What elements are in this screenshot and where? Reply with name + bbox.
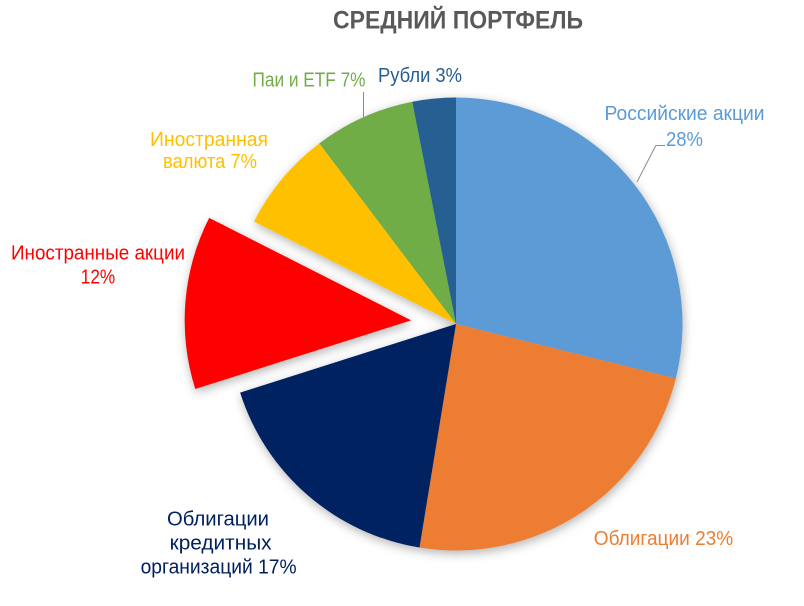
svg-text:Рубли 3%: Рубли 3% (378, 65, 462, 87)
svg-text:12%: 12% (81, 267, 116, 289)
svg-text:28%: 28% (666, 129, 703, 151)
svg-text:Российские акции: Российские акции (605, 103, 765, 125)
svg-text:Облигации: Облигации (167, 509, 269, 531)
svg-text:кредитных: кредитных (170, 533, 272, 555)
svg-text:Облигации 23%: Облигации 23% (594, 528, 734, 550)
svg-text:Паи и ETF 7%: Паи и ETF 7% (253, 70, 366, 92)
svg-text:Иностранная: Иностранная (150, 129, 268, 151)
svg-text:Иностранные акции: Иностранные акции (11, 243, 185, 265)
svg-text:СРЕДНИЙ ПОРТФЕЛЬ: СРЕДНИЙ ПОРТФЕЛЬ (333, 5, 583, 35)
svg-text:организаций 17%: организаций 17% (141, 557, 297, 579)
svg-text:валюта 7%: валюта 7% (163, 151, 257, 173)
